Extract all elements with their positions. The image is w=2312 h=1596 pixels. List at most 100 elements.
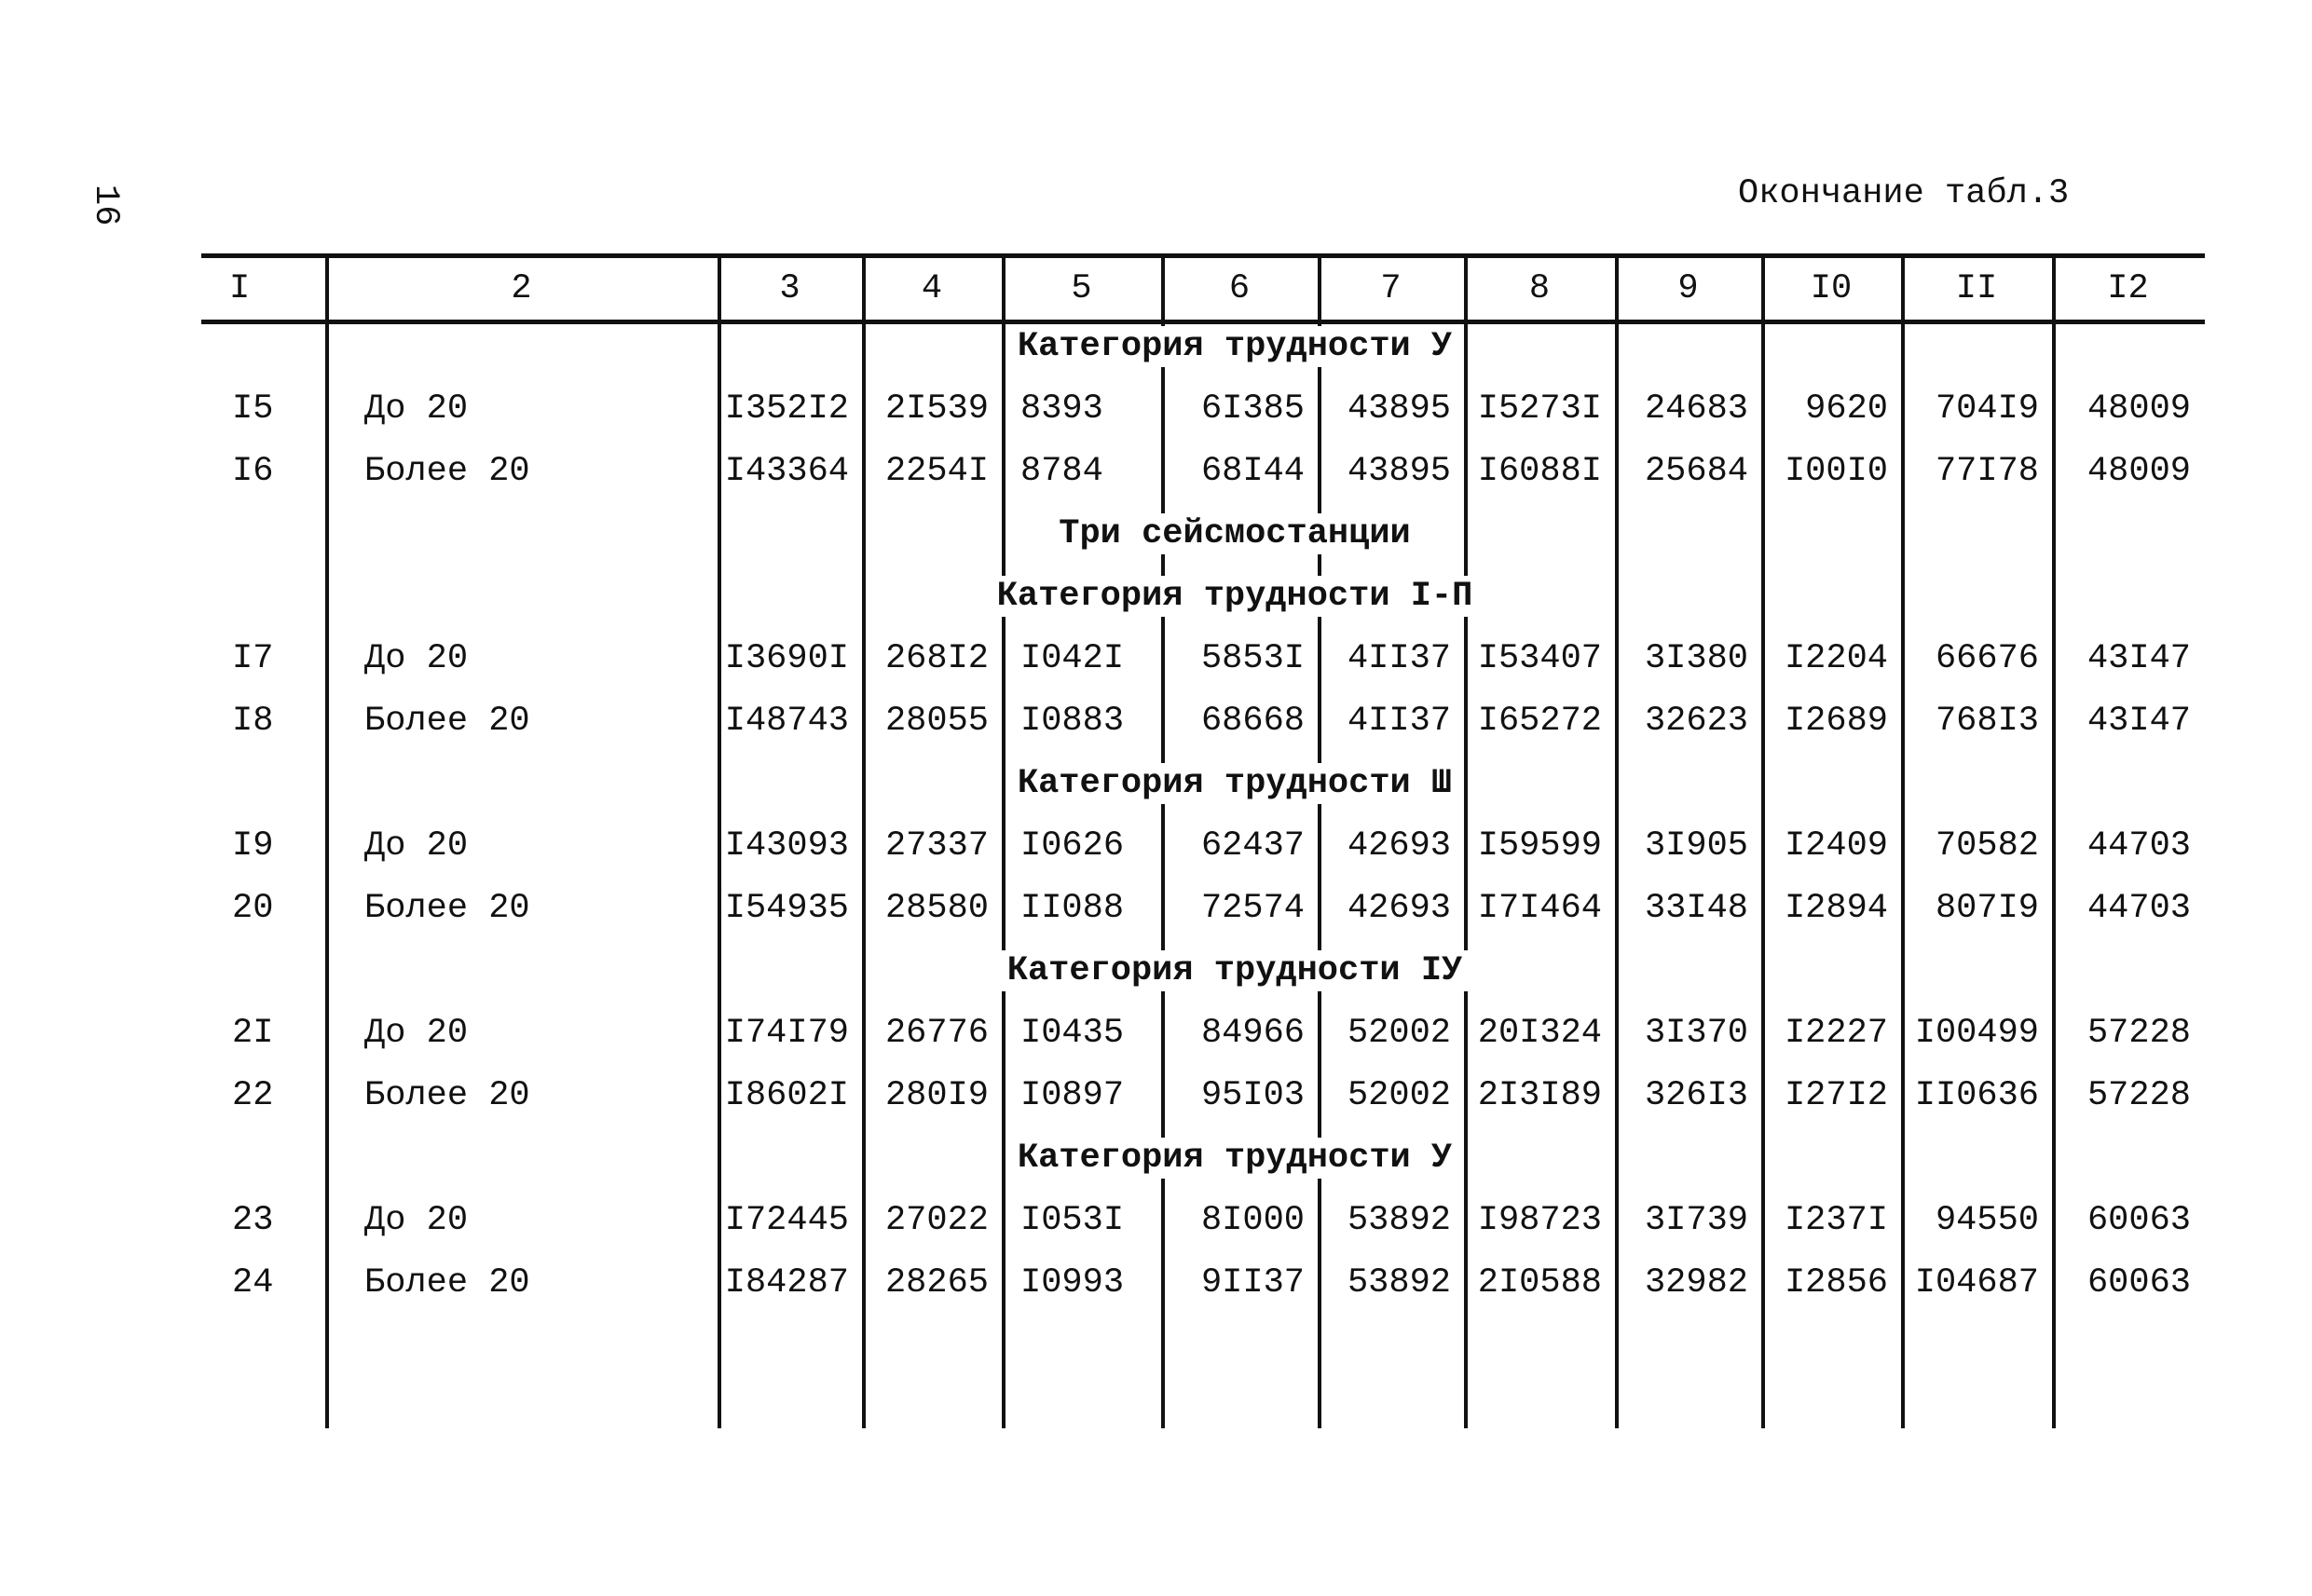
column-rule	[1318, 256, 1321, 1428]
cell: I6088I	[1477, 452, 1602, 491]
cell: 8I000	[1200, 1201, 1305, 1240]
cell: II088	[1020, 889, 1125, 928]
row-label: 22	[232, 1076, 274, 1115]
column-rule	[2052, 256, 2056, 1428]
cell: 42693	[1347, 826, 1451, 866]
cell: 2I539	[884, 389, 989, 429]
cell: II0636	[1914, 1076, 2039, 1115]
row-label: 20	[232, 889, 274, 928]
cell: 9620	[1805, 389, 1888, 429]
cell: I237I	[1784, 1201, 1888, 1240]
rule	[201, 320, 2205, 324]
cell: I8602I	[724, 1076, 849, 1115]
cell: I042I	[1020, 639, 1125, 678]
cell: 3I905	[1644, 826, 1748, 866]
column-header: 9	[1677, 269, 1699, 308]
cell: I7I464	[1477, 889, 1602, 928]
cell: 2254I	[884, 452, 989, 491]
row-label: I8	[232, 702, 274, 741]
row-label: 24	[232, 1263, 274, 1303]
cell: I0993	[1020, 1263, 1125, 1303]
cell: I0883	[1020, 702, 1125, 741]
cell: I43093	[724, 826, 849, 866]
column-rule	[1464, 256, 1468, 1428]
cell: 704I9	[1935, 389, 2039, 429]
row-label: I7	[232, 639, 274, 678]
cell: 2I0588	[1477, 1263, 1602, 1303]
cell: 27022	[884, 1201, 989, 1240]
cell: I53407	[1477, 639, 1602, 678]
cell: 5853I	[1200, 639, 1305, 678]
row-label: До 20	[364, 826, 469, 866]
column-header: 2	[511, 269, 532, 308]
cell: I59599	[1477, 826, 1602, 866]
row-label: 23	[232, 1201, 274, 1240]
cell: 26776	[884, 1014, 989, 1053]
row-label: I6	[232, 452, 274, 491]
page-number: 16	[86, 184, 125, 226]
column-header: 7	[1380, 269, 1402, 308]
cell: 52002	[1347, 1076, 1451, 1115]
cell: I2409	[1784, 826, 1888, 866]
cell: 53892	[1347, 1201, 1451, 1240]
column-header: I0	[1810, 269, 1853, 308]
cell: I98723	[1477, 1201, 1602, 1240]
cell: I5273I	[1477, 389, 1602, 429]
cell: 20I324	[1477, 1014, 1602, 1053]
column-header: 6	[1228, 269, 1251, 308]
section-heading: Категория трудности У	[1007, 1138, 1462, 1179]
cell: 57228	[2086, 1076, 2191, 1115]
section-heading: Категория трудности IУ	[997, 950, 1472, 991]
row-label: Более 20	[364, 702, 530, 741]
row-label: До 20	[364, 639, 469, 678]
cell: 44703	[2086, 889, 2191, 928]
column-rule	[1761, 256, 1765, 1428]
cell: 8784	[1020, 452, 1103, 491]
row-label: До 20	[364, 1201, 469, 1240]
cell: I0626	[1020, 826, 1125, 866]
cell: 280I9	[884, 1076, 989, 1115]
row-label: До 20	[364, 389, 469, 429]
cell: I48743	[724, 702, 849, 741]
cell: 28265	[884, 1263, 989, 1303]
cell: I2689	[1784, 702, 1888, 741]
cell: 25684	[1644, 452, 1748, 491]
cell: 4II37	[1347, 702, 1451, 741]
table-caption: Окончание табл.3	[1738, 174, 2070, 213]
cell: 70582	[1935, 826, 2039, 866]
cell: 84966	[1200, 1014, 1305, 1053]
cell: 27337	[884, 826, 989, 866]
cell: I3690I	[724, 639, 849, 678]
cell: 28055	[884, 702, 989, 741]
cell: 3I380	[1644, 639, 1748, 678]
section-heading: Категория трудности I-П	[987, 576, 1483, 617]
cell: I0435	[1020, 1014, 1125, 1053]
cell: 66676	[1935, 639, 2039, 678]
cell: 43895	[1347, 452, 1451, 491]
cell: 43895	[1347, 389, 1451, 429]
section-heading: Три сейсмостанции	[1049, 513, 1420, 554]
cell: 68668	[1200, 702, 1305, 741]
column-header: I2	[2107, 269, 2149, 308]
column-rule	[1901, 256, 1905, 1428]
cell: I2894	[1784, 889, 1888, 928]
column-rule	[1002, 256, 1006, 1428]
cell: 268I2	[884, 639, 989, 678]
column-header: I	[229, 269, 251, 308]
cell: 94550	[1935, 1201, 2039, 1240]
cell: 32982	[1644, 1263, 1748, 1303]
row-label: 2I	[232, 1014, 274, 1053]
rule	[201, 253, 2205, 258]
cell: I74I79	[724, 1014, 849, 1053]
cell: 807I9	[1935, 889, 2039, 928]
cell: 9II37	[1200, 1263, 1305, 1303]
cell: I00I0	[1784, 452, 1888, 491]
cell: 28580	[884, 889, 989, 928]
cell: 3I739	[1644, 1201, 1748, 1240]
row-label: Более 20	[364, 452, 530, 491]
cell: 32623	[1644, 702, 1748, 741]
row-label: Более 20	[364, 1263, 530, 1303]
cell: I27I2	[1784, 1076, 1888, 1115]
cell: 62437	[1200, 826, 1305, 866]
cell: 43I47	[2086, 702, 2191, 741]
